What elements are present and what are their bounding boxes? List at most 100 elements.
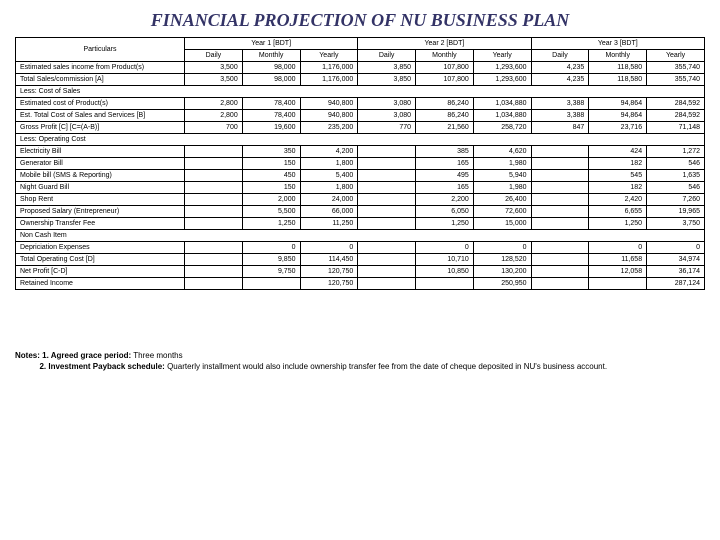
cell-value: [531, 170, 589, 182]
cell-value: 1,250: [416, 218, 474, 230]
cell-value: [358, 278, 416, 290]
table-row: Generator Bill1501,8001651,980182546: [16, 158, 705, 170]
cell-value: [184, 278, 242, 290]
cell-value: 1,272: [647, 146, 705, 158]
cell-value: 94,864: [589, 110, 647, 122]
cell-value: 120,750: [300, 266, 358, 278]
cell-value: 5,940: [473, 170, 531, 182]
cell-value: 545: [589, 170, 647, 182]
table-row: Net Profit [C-D]9,750120,75010,850130,20…: [16, 266, 705, 278]
cell-value: 3,080: [358, 98, 416, 110]
cell-value: 355,740: [647, 62, 705, 74]
cell-value: 19,600: [242, 122, 300, 134]
cell-value: [358, 206, 416, 218]
row-label: Proposed Salary (Entrepreneur): [16, 206, 185, 218]
cell-value: 165: [416, 158, 474, 170]
cell-value: 1,034,880: [473, 98, 531, 110]
cell-value: 36,174: [647, 266, 705, 278]
cell-value: 9,750: [242, 266, 300, 278]
cell-value: 4,200: [300, 146, 358, 158]
cell-value: 6,655: [589, 206, 647, 218]
cell-value: [531, 146, 589, 158]
col-year3: Year 3 [BDT]: [531, 38, 704, 50]
cell-value: 66,000: [300, 206, 358, 218]
cell-value: 3,750: [647, 218, 705, 230]
cell-value: 1,250: [242, 218, 300, 230]
cell-value: 12,058: [589, 266, 647, 278]
table-row: Mobile bill (SMS & Reporting)4505,400495…: [16, 170, 705, 182]
note2-label: 2. Investment Payback schedule:: [39, 362, 164, 371]
cell-value: 78,400: [242, 110, 300, 122]
cell-value: 1,800: [300, 158, 358, 170]
col-y3-yearly: Yearly: [647, 50, 705, 62]
cell-value: 1,293,600: [473, 62, 531, 74]
cell-value: 165: [416, 182, 474, 194]
row-label: Retained Income: [16, 278, 185, 290]
col-y2-monthly: Monthly: [416, 50, 474, 62]
cell-value: 94,864: [589, 98, 647, 110]
cell-value: 2,800: [184, 110, 242, 122]
cell-value: 770: [358, 122, 416, 134]
cell-value: 6,050: [416, 206, 474, 218]
cell-value: 107,800: [416, 74, 474, 86]
cell-value: 3,500: [184, 74, 242, 86]
row-label: Gross Profit [C] [C=(A-B)]: [16, 122, 185, 134]
cell-value: 1,176,000: [300, 62, 358, 74]
table-row: Total Operating Cost [D]9,850114,45010,7…: [16, 254, 705, 266]
cell-value: [531, 242, 589, 254]
cell-value: 350: [242, 146, 300, 158]
cell-value: 3,080: [358, 110, 416, 122]
cell-value: 10,850: [416, 266, 474, 278]
cell-value: 128,520: [473, 254, 531, 266]
cell-value: 287,124: [647, 278, 705, 290]
cell-value: 1,980: [473, 158, 531, 170]
cell-value: 1,635: [647, 170, 705, 182]
row-label: Mobile bill (SMS & Reporting): [16, 170, 185, 182]
cell-value: 284,592: [647, 110, 705, 122]
table-row: Retained Income120,750250,950287,124: [16, 278, 705, 290]
cell-value: 118,580: [589, 62, 647, 74]
cell-value: 11,250: [300, 218, 358, 230]
note1-label: 1. Agreed grace period:: [42, 351, 131, 360]
cell-value: 3,850: [358, 74, 416, 86]
cell-value: 3,500: [184, 62, 242, 74]
cell-value: 250,950: [473, 278, 531, 290]
cell-value: 2,000: [242, 194, 300, 206]
row-label: Depriciation Expenses: [16, 242, 185, 254]
cell-value: 86,240: [416, 98, 474, 110]
cell-value: 34,974: [647, 254, 705, 266]
cell-value: [416, 278, 474, 290]
cell-value: 0: [416, 242, 474, 254]
table-row: Less: Cost of Sales: [16, 86, 705, 98]
cell-value: 71,148: [647, 122, 705, 134]
cell-value: [358, 194, 416, 206]
cell-value: 5,400: [300, 170, 358, 182]
cell-value: 1,980: [473, 182, 531, 194]
table-row: Non Cash Item: [16, 230, 705, 242]
row-label: Less: Cost of Sales: [16, 86, 705, 98]
cell-value: 98,000: [242, 74, 300, 86]
row-label: Less: Operating Cost: [16, 134, 705, 146]
cell-value: 235,200: [300, 122, 358, 134]
col-year2: Year 2 [BDT]: [358, 38, 531, 50]
table-row: Electricity Bill3504,2003854,6204241,272: [16, 146, 705, 158]
col-y2-daily: Daily: [358, 50, 416, 62]
row-label: Non Cash Item: [16, 230, 705, 242]
cell-value: 21,560: [416, 122, 474, 134]
cell-value: 7,260: [647, 194, 705, 206]
row-label: Net Profit [C-D]: [16, 266, 185, 278]
cell-value: 495: [416, 170, 474, 182]
row-label: Night Guard Bill: [16, 182, 185, 194]
table-row: Shop Rent2,00024,0002,20026,4002,4207,26…: [16, 194, 705, 206]
cell-value: [531, 218, 589, 230]
notes-section: Notes: 1. Agreed grace period: Three mon…: [15, 350, 705, 372]
cell-value: [184, 254, 242, 266]
cell-value: 1,293,600: [473, 74, 531, 86]
cell-value: [531, 194, 589, 206]
cell-value: 4,235: [531, 74, 589, 86]
cell-value: [531, 206, 589, 218]
cell-value: 1,250: [589, 218, 647, 230]
cell-value: 26,400: [473, 194, 531, 206]
row-label: Electricity Bill: [16, 146, 185, 158]
cell-value: 258,720: [473, 122, 531, 134]
